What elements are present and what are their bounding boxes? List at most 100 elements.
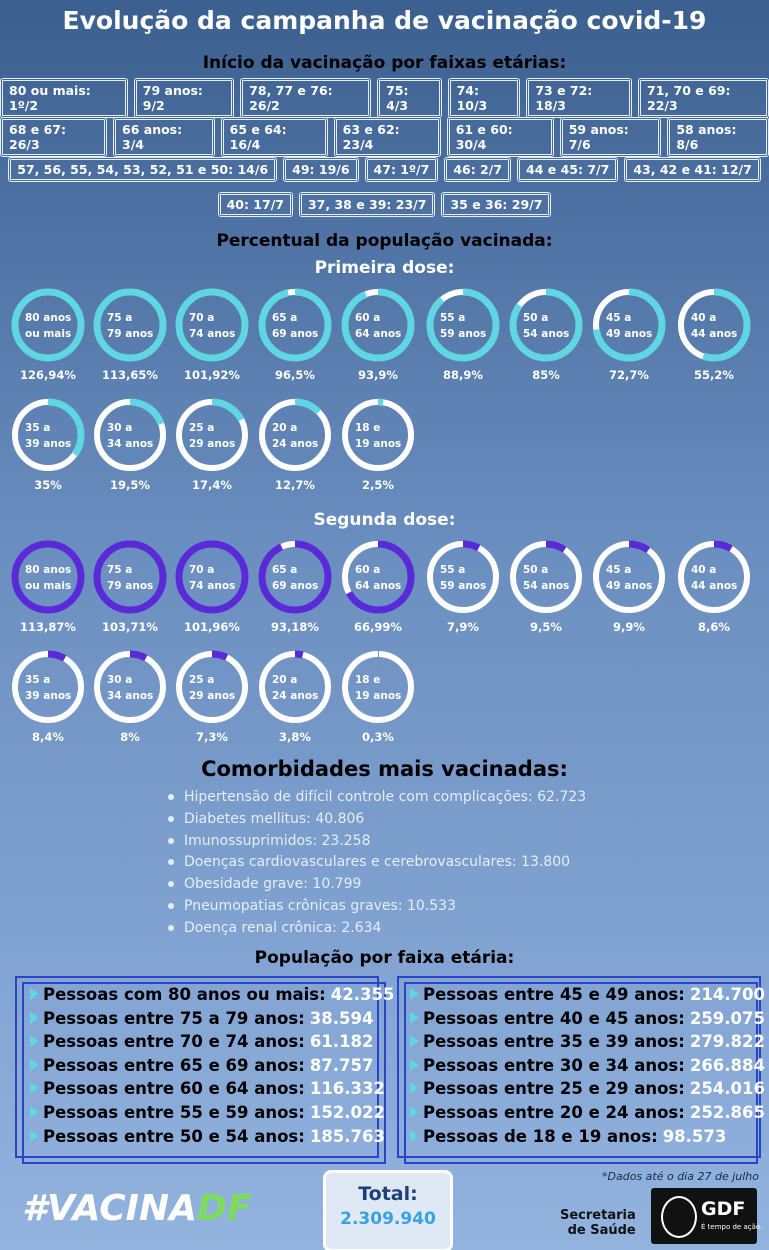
schedule-chip: 65 e 64: 16/4 [220, 117, 328, 157]
bullet [168, 924, 174, 931]
ring-arc [11, 540, 85, 614]
ring-value: 9,5% [530, 620, 562, 634]
ring-label: 34 anos [107, 690, 153, 702]
ring-value: 8,6% [698, 620, 730, 634]
ring-arc [341, 650, 415, 724]
population-value: 259.075 [689, 1008, 765, 1028]
comorbidity-text: Doenças cardiovasculares e cerebrovascul… [184, 854, 571, 871]
schedule-chip: 80 ou mais: 1º/2 [0, 78, 128, 118]
ring-value: 103,71% [102, 620, 158, 634]
comorbidity-item: Doenças cardiovasculares e cerebrovascul… [168, 854, 570, 870]
ring-arc [93, 398, 167, 472]
schedule-chip: 44 e 45: 7/7 [517, 157, 619, 182]
ring-arc [175, 288, 249, 362]
ring-value: 19,5% [110, 478, 150, 492]
population-label: Pessoas entre 55 e 59 anos: [43, 1103, 305, 1122]
schedule-chip: 49: 19/6 [283, 157, 359, 182]
ring-value: 126,94% [20, 368, 76, 382]
logo-text: GDF [701, 1198, 746, 1220]
bullet [168, 859, 174, 866]
schedule-chip: 35 e 36: 29/7 [441, 192, 552, 217]
logo: GDF É tempo de ação. [651, 1188, 762, 1244]
ring-track [427, 541, 499, 613]
population-label: Pessoas entre 30 e 34 anos: [423, 1055, 685, 1075]
population-value: 38.594 [309, 1008, 374, 1028]
ring-label: 35 a [25, 674, 50, 686]
ring-label: 65 a [272, 564, 297, 576]
bullet [168, 794, 174, 800]
ring-label: 39 anos [25, 690, 71, 702]
bullet [30, 1058, 39, 1071]
comorbidity-item: Diabetes mellitus: 40.806 [168, 811, 364, 827]
schedule-chip: 74: 10/3 [447, 78, 521, 118]
ring-label: 70 a [189, 312, 214, 324]
ring-arc [677, 288, 751, 362]
dose-title: Primeira dose: [314, 258, 455, 278]
ring-label: 64 anos [355, 580, 401, 592]
ring-track [342, 651, 414, 723]
schedule-chip: 66 anos: 3/4 [113, 117, 215, 157]
ring-label: 40 a [691, 564, 716, 576]
ring-value: 7,9% [447, 620, 479, 634]
bullet [168, 837, 174, 844]
ring-label: 29 anos [189, 438, 235, 450]
comorbidity-text: Obesidade grave: 10.799 [184, 876, 362, 893]
ring-label: 49 anos [606, 328, 652, 340]
bullet [168, 881, 174, 888]
box-frame [15, 976, 379, 1158]
comorbidity-item: Pneumopatias crônicas graves: 10.533 [168, 898, 456, 914]
ring-value: 88,9% [443, 368, 483, 382]
comorbidity-item: Hipertensão de difícil controle com comp… [168, 789, 586, 805]
comorbidity-item: Doença renal crônica: 2.634 [168, 920, 381, 936]
ring-label: 55 a [440, 312, 465, 324]
bullet [30, 1106, 39, 1118]
ring-label: 39 anos [25, 438, 71, 450]
ring-label: 79 anos [107, 580, 153, 592]
schedule-chip: 58 anos: 8/6 [667, 117, 769, 157]
coverage-title: Percentual da população vacinada: [216, 231, 553, 251]
ring-label: 54 anos [523, 328, 569, 340]
ring-label: 50 a [523, 564, 548, 576]
logo-tree [661, 1196, 697, 1238]
ring-label: 50 a [523, 312, 548, 324]
logo-slogan: É tempo de ação. [701, 1223, 763, 1231]
rings: 80 anos ou mais 126,94% 75 a 79 anos 113,65% 7… [11, 288, 751, 724]
sponsor-line: de Saúde [567, 1223, 636, 1238]
ring-value: 17,4% [192, 478, 232, 492]
schedule-chip: 71, 70 e 69: 22/3 [638, 78, 769, 118]
ring-value: 35% [34, 478, 62, 492]
population-value: 98.573 [662, 1126, 727, 1146]
population-value: 116.332 [309, 1079, 385, 1099]
comorbidity-text: Hipertensão de difícil controle com comp… [184, 789, 587, 805]
population-value: 266.884 [689, 1055, 765, 1075]
ring-value: 93,18% [271, 620, 319, 634]
ring-label: 35 a [25, 422, 50, 434]
population-value: 279.822 [689, 1032, 765, 1052]
schedule-chip: 61 e 60: 30/4 [446, 117, 554, 157]
ring-arc [175, 398, 249, 472]
ring-value: 96,5% [275, 368, 315, 382]
ring-label: 20 a [272, 674, 297, 686]
comorbidity-item: Obesidade grave: 10.799 [168, 876, 361, 892]
schedule-title: Início da vacinação por faixas etárias: [202, 53, 567, 73]
population-label: Pessoas entre 20 e 24 anos: [423, 1103, 685, 1122]
schedule-chip: 59 anos: 7/6 [559, 117, 662, 157]
bullet [410, 1035, 419, 1048]
population-label: Pessoas entre 40 e 45 anos: [423, 1008, 685, 1028]
bullet [30, 1082, 39, 1095]
ring-label: 49 anos [606, 580, 652, 592]
ring-value: 55,2% [694, 368, 734, 382]
comorbidity-item: Imunossuprimidos: 23.258 [168, 833, 371, 849]
bullet [410, 1011, 419, 1024]
ring-label: 69 anos [272, 580, 318, 592]
population-item: Pessoas entre 40 e 45 anos: 259.075 [410, 1009, 769, 1028]
population-label: Pessoas entre 70 e 74 anos: [43, 1032, 305, 1052]
ring-label: 34 anos [107, 438, 153, 450]
total-box: Total: 2.309.940 [323, 1170, 453, 1250]
ring-track [510, 541, 582, 613]
ring-label: 24 anos [272, 690, 318, 702]
ring-arc [258, 540, 332, 614]
population-value: 185.763 [309, 1126, 385, 1146]
population-value: 252.865 [689, 1103, 765, 1122]
